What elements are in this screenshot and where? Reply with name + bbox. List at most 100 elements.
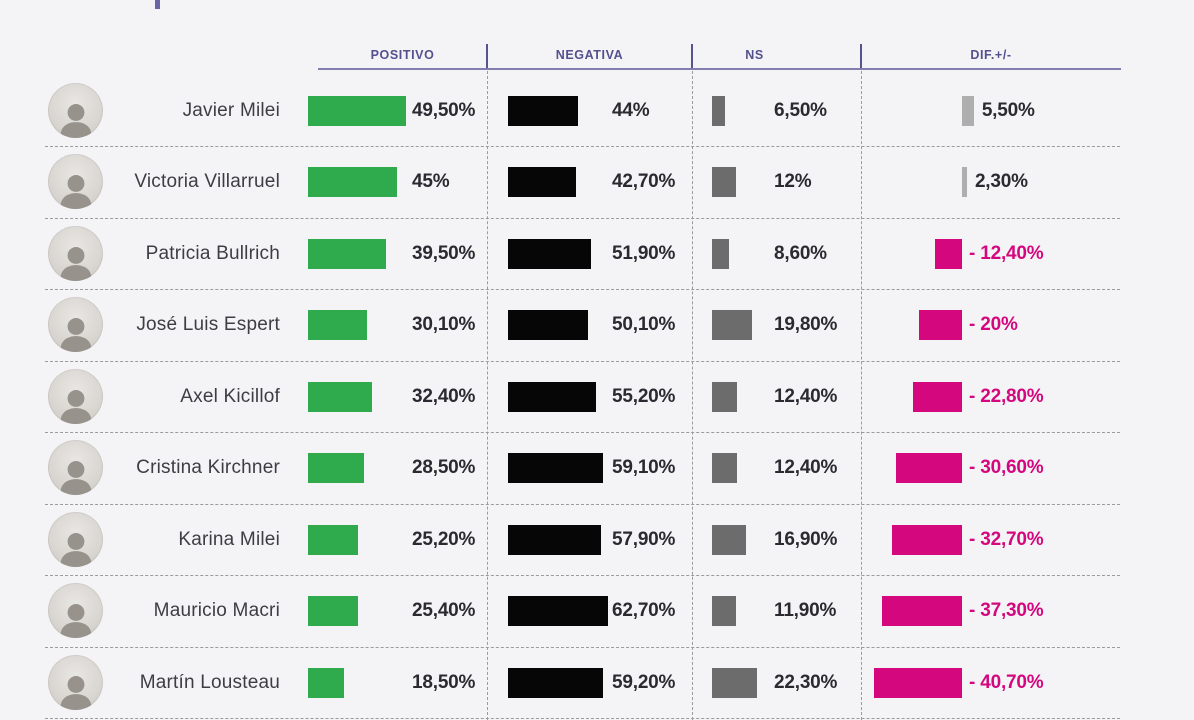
person-silhouette-icon xyxy=(60,318,91,353)
person-silhouette-icon xyxy=(60,604,91,639)
avatar xyxy=(48,297,103,353)
row-separator xyxy=(45,717,1120,719)
ns-value: 22,30% xyxy=(774,671,838,693)
table-row: Mauricio Macri 25,40% 62,70% 11,90% - 37… xyxy=(0,575,1194,647)
negativa-value: 51,90% xyxy=(612,242,676,264)
header-divider-tick xyxy=(486,44,488,70)
ns-bar xyxy=(712,381,737,412)
avatar xyxy=(48,83,103,138)
person-silhouette-icon xyxy=(60,175,91,210)
header-divider-tick xyxy=(860,44,862,70)
avatar xyxy=(48,440,103,496)
dif-bar xyxy=(919,310,962,341)
person-name: Martín Lousteau xyxy=(139,671,280,693)
positivo-value: 28,50% xyxy=(412,457,476,479)
person-silhouette-icon xyxy=(60,675,91,710)
person-name: Karina Milei xyxy=(178,528,280,550)
header-divider-tick xyxy=(691,44,693,70)
person-name: Axel Kicillof xyxy=(180,385,280,407)
dif-bar xyxy=(874,667,962,698)
positivo-bar xyxy=(308,167,397,198)
dif-bar xyxy=(935,238,962,269)
negativa-bar xyxy=(508,238,592,269)
positivo-bar xyxy=(308,524,358,555)
row-separator xyxy=(45,432,1120,434)
negativa-value: 57,90% xyxy=(612,528,676,550)
negativa-value: 50,10% xyxy=(612,314,676,336)
ns-bar xyxy=(712,524,746,555)
avatar xyxy=(48,583,103,639)
row-separator xyxy=(45,289,1120,291)
negativa-value: 55,20% xyxy=(612,385,676,407)
positivo-value: 18,50% xyxy=(412,671,476,693)
table-row: Victoria Villarruel 45% 42,70% 12% 2,30% xyxy=(0,146,1194,218)
ns-bar xyxy=(712,238,730,269)
dif-bar xyxy=(912,381,962,412)
positivo-bar xyxy=(308,381,372,412)
person-name: Victoria Villarruel xyxy=(134,171,280,193)
column-separator xyxy=(861,71,862,720)
ns-value: 12% xyxy=(774,171,812,193)
negativa-value: 42,70% xyxy=(612,171,676,193)
positivo-value: 32,40% xyxy=(412,385,476,407)
negativa-value: 59,20% xyxy=(612,671,676,693)
negativa-bar xyxy=(508,96,579,126)
dif-value: - 40,70% xyxy=(969,671,1044,693)
column-header-dif: DIF.+/- xyxy=(970,48,1012,62)
dif-bar xyxy=(962,167,967,198)
header-underline xyxy=(318,68,1121,70)
positivo-value: 25,40% xyxy=(412,600,476,622)
positivo-value: 39,50% xyxy=(412,242,476,264)
positivo-bar xyxy=(308,96,406,126)
dif-value: - 20% xyxy=(969,314,1018,336)
person-silhouette-icon xyxy=(60,246,91,281)
negativa-bar xyxy=(508,381,597,412)
avatar xyxy=(48,511,103,567)
dif-value: - 22,80% xyxy=(969,385,1044,407)
positivo-bar xyxy=(308,596,359,627)
positivo-value: 45% xyxy=(412,171,450,193)
row-separator xyxy=(45,575,1120,577)
avatar xyxy=(48,368,103,424)
table-row: Cristina Kirchner 28,50% 59,10% 12,40% -… xyxy=(0,432,1194,504)
person-name: Patricia Bullrich xyxy=(145,242,280,264)
ns-bar xyxy=(712,453,737,484)
ns-value: 6,50% xyxy=(774,100,827,121)
avatar xyxy=(48,654,103,710)
dif-value: - 12,40% xyxy=(969,242,1044,264)
ns-value: 8,60% xyxy=(774,242,827,264)
person-name: Mauricio Macri xyxy=(153,600,280,622)
positivo-value: 49,50% xyxy=(412,100,476,121)
cropped-title-remnant xyxy=(155,0,160,9)
ns-value: 11,90% xyxy=(774,600,837,622)
negativa-value: 59,10% xyxy=(612,457,676,479)
table-row: Patricia Bullrich 39,50% 51,90% 8,60% - … xyxy=(0,218,1194,290)
column-header-negativa: NEGATIVA xyxy=(555,48,624,62)
dif-value: 5,50% xyxy=(981,100,1035,121)
avatar xyxy=(48,154,103,210)
negativa-bar xyxy=(508,667,603,698)
negativa-bar xyxy=(508,596,609,627)
ns-value: 19,80% xyxy=(774,314,838,336)
negativa-value: 44% xyxy=(612,100,650,121)
table-row: Martín Lousteau 18,50% 59,20% 22,30% - 4… xyxy=(0,647,1194,719)
person-name: José Luis Espert xyxy=(136,314,280,336)
ns-bar xyxy=(712,667,757,698)
person-silhouette-icon xyxy=(60,461,91,496)
dif-bar xyxy=(896,453,962,484)
table-row: José Luis Espert 30,10% 50,10% 19,80% - … xyxy=(0,289,1194,361)
person-name: Cristina Kirchner xyxy=(136,457,280,479)
negativa-bar xyxy=(508,453,603,484)
positivo-bar xyxy=(308,238,386,269)
negativa-value: 62,70% xyxy=(612,600,676,622)
row-separator xyxy=(45,217,1120,219)
positivo-value: 25,20% xyxy=(412,528,476,550)
ns-bar xyxy=(712,310,752,341)
row-separator xyxy=(45,146,1120,148)
ns-bar xyxy=(712,96,725,126)
ns-value: 12,40% xyxy=(774,385,838,407)
person-silhouette-icon xyxy=(60,389,91,424)
negativa-bar xyxy=(508,310,589,341)
table-row: Javier Milei 49,50% 44% 6,50% 5,50% xyxy=(0,75,1194,147)
row-separator xyxy=(45,646,1120,648)
